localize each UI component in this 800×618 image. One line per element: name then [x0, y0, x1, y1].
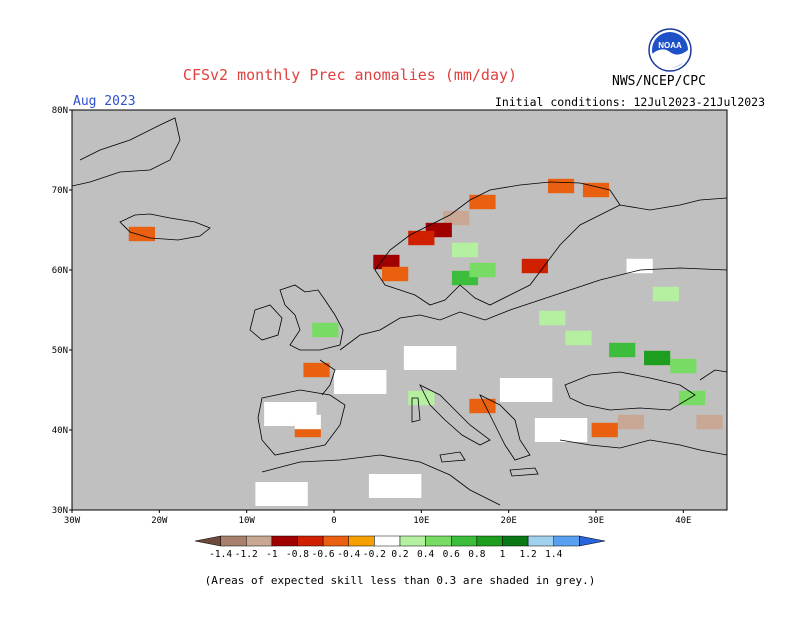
- lat-label: 30N: [52, 506, 68, 516]
- colorbar-label: -1.4: [209, 549, 232, 560]
- colorbar-swatch: [579, 535, 606, 547]
- near-zero-cell: [255, 482, 308, 506]
- colorbar-swatch: [527, 535, 554, 547]
- colorbar-swatch: [322, 535, 349, 547]
- anomaly-cell: [678, 390, 706, 406]
- near-zero-cell: [499, 378, 553, 402]
- near-zero-cells: [255, 346, 588, 506]
- forecast-month: Aug 2023: [73, 94, 136, 109]
- anomaly-cell: [382, 266, 409, 282]
- anomaly-cell: [294, 414, 321, 430]
- anomaly-cell: [617, 414, 645, 430]
- near-zero-cell: [334, 370, 387, 394]
- lat-label: 80N: [52, 106, 68, 116]
- noaa-logo-text: NOAA: [658, 41, 682, 50]
- anomaly-cell: [469, 262, 496, 278]
- anomaly-cell: [303, 362, 330, 378]
- anomaly-cell: [582, 182, 610, 198]
- colorbar-swatch: [425, 535, 452, 547]
- lat-label: 50N: [52, 346, 68, 356]
- anomaly-cell: [373, 254, 400, 270]
- colorbar-swatch: [399, 535, 426, 547]
- anomaly-cell: [469, 194, 496, 210]
- colorbar-label: 0.2: [391, 549, 408, 560]
- lon-label: 0: [331, 516, 336, 526]
- lat-label: 60N: [52, 266, 68, 276]
- noaa-logo: NOAA: [648, 28, 692, 72]
- anomaly-cell: [547, 178, 575, 194]
- colorbar-swatch: [502, 535, 529, 547]
- near-zero-cell: [534, 418, 588, 442]
- colorbar-swatch: [553, 535, 580, 547]
- colorbar-label: 0.4: [417, 549, 434, 560]
- colorbar-swatch: [476, 535, 503, 547]
- colorbar-label: -0.4: [337, 549, 360, 560]
- anomaly-cell: [565, 330, 592, 346]
- colorbar-label: -0.8: [286, 549, 309, 560]
- colorbar-label: -0.6: [312, 549, 335, 560]
- anomaly-cell: [408, 230, 435, 246]
- near-zero-cell: [403, 346, 457, 370]
- anomaly-cell: [469, 398, 496, 414]
- anomaly-cell: [609, 342, 636, 358]
- anomaly-cell: [312, 322, 339, 338]
- lon-label: 20E: [501, 516, 517, 526]
- lat-label: 40N: [52, 426, 68, 436]
- colorbar-label: 0.6: [443, 549, 460, 560]
- anomaly-cell: [539, 310, 566, 326]
- color-bar: -1.4 -1.2 -1 -0.8 -0.6 -0.4 -0.2 0.2 0.4 0.6 0.8 1 1…: [194, 535, 606, 560]
- agency-label: NWS/NCEP/CPC: [612, 74, 706, 89]
- colorbar-label: 0.8: [468, 549, 485, 560]
- lon-label: 30W: [64, 516, 81, 526]
- colorbar-swatch: [246, 535, 273, 547]
- initial-conditions: Initial conditions: 12Jul2023-21Jul2023: [495, 95, 766, 109]
- colorbar-swatch: [374, 535, 401, 547]
- colorbar-swatch: [194, 535, 221, 547]
- lon-label: 10E: [413, 516, 429, 526]
- anomaly-cell: [443, 210, 470, 226]
- anomaly-cell: [652, 286, 679, 302]
- anomaly-cell: [644, 350, 671, 366]
- coastlines: [72, 117, 727, 506]
- lon-label: 30E: [588, 516, 604, 526]
- colorbar-swatch: [220, 535, 247, 547]
- colorbar-label: -1: [266, 549, 278, 560]
- anomaly-cell: [128, 226, 155, 242]
- anomaly-cell: [696, 414, 723, 430]
- colorbar-label: 1.2: [520, 549, 537, 560]
- lon-label: 20W: [151, 516, 168, 526]
- low-skill-shading: [72, 110, 727, 510]
- colorbar-swatch: [297, 535, 324, 547]
- anomaly-cell: [591, 422, 618, 438]
- longitude-axis: 30W 20W 10W 0 10E 20E 30E 40E: [64, 510, 691, 526]
- colorbar-label: 1: [500, 549, 506, 560]
- colorbar-label: -1.2: [235, 549, 258, 560]
- colorbar-label: 1.4: [545, 549, 562, 560]
- colorbar-swatch: [271, 535, 298, 547]
- colorbar-label: -0.2: [363, 549, 386, 560]
- latitude-axis: 80N 70N 60N 50N 40N 30N: [52, 106, 72, 516]
- lon-label: 40E: [675, 516, 691, 526]
- colorbar-swatch: [348, 535, 375, 547]
- map-frame: [71, 109, 728, 511]
- anomaly-cell: [670, 358, 697, 374]
- lat-label: 70N: [52, 186, 68, 196]
- near-zero-cell: [368, 474, 422, 498]
- skill-note: (Areas of expected skill less than 0.3 a…: [204, 574, 596, 587]
- anomaly-cell: [626, 258, 653, 274]
- lon-label: 10W: [239, 516, 256, 526]
- map-title: CFSv2 monthly Prec anomalies (mm/day): [182, 66, 518, 84]
- anomaly-cell: [451, 242, 479, 258]
- colorbar-swatch: [451, 535, 478, 547]
